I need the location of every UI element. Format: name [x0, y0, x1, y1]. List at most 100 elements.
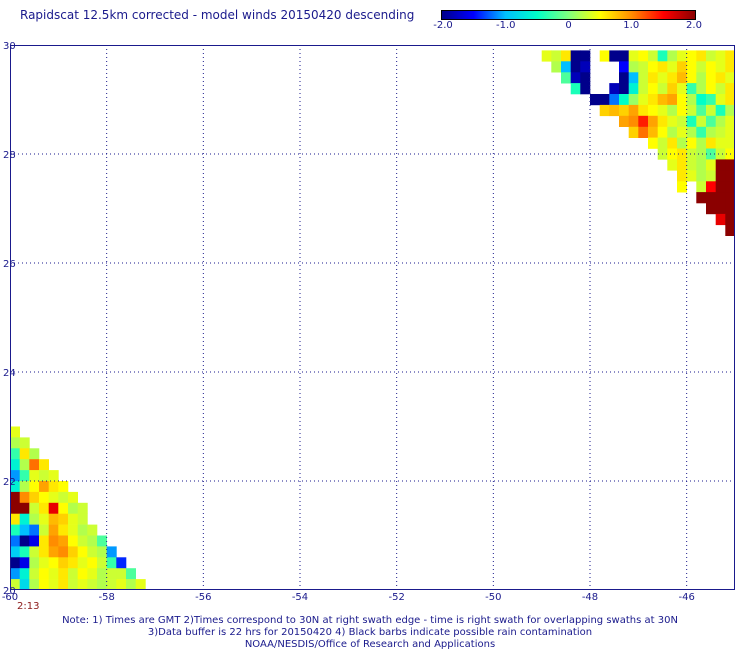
wind-cell-southwest: [106, 568, 117, 580]
wind-cell-northeast: [619, 61, 629, 73]
wind-cell-northeast: [667, 50, 678, 62]
wind-cell-northeast: [696, 159, 707, 171]
wind-cell-northeast: [725, 50, 735, 62]
wind-cell-southwest: [19, 535, 30, 547]
wind-cell-southwest: [39, 535, 49, 547]
longitude-label: -52: [388, 592, 404, 603]
latitude-label: 28: [3, 150, 16, 161]
wind-cell-northeast: [570, 72, 581, 84]
wind-cell-southwest: [58, 491, 69, 504]
wind-cell-northeast: [706, 61, 716, 73]
latitude-label: 20: [3, 586, 16, 597]
wind-cell-southwest: [10, 470, 20, 482]
wind-cell-northeast: [657, 61, 668, 73]
wind-cell-northeast: [648, 94, 658, 106]
wind-cell-northeast: [715, 104, 726, 117]
wind-cell-southwest: [29, 470, 40, 482]
wind-cell-northeast: [628, 61, 639, 73]
wind-cell-southwest: [58, 481, 69, 493]
wind-cell-northeast: [696, 104, 707, 117]
wind-cell-southwest: [10, 524, 20, 536]
wind-cell-southwest: [29, 535, 40, 547]
wind-cell-southwest: [19, 502, 30, 514]
wind-cell-northeast: [686, 115, 697, 127]
wind-cell-northeast: [657, 126, 668, 138]
wind-cell-northeast: [715, 83, 726, 95]
wind-cell-northeast: [706, 104, 716, 117]
wind-cell-northeast: [667, 72, 678, 84]
longitude-label: -54: [292, 592, 308, 603]
wind-cell-southwest: [97, 535, 107, 547]
wind-cell-northeast: [619, 104, 629, 117]
wind-cell-southwest: [39, 579, 49, 590]
wind-cell-southwest: [77, 524, 88, 536]
wind-cell-southwest: [116, 557, 127, 569]
wind-cell-northeast: [648, 61, 658, 73]
wind-cell-northeast: [599, 50, 610, 62]
wind-cell-northeast: [628, 50, 639, 62]
wind-cell-southwest: [48, 546, 59, 558]
wind-cell-southwest: [77, 568, 88, 580]
wind-cell-northeast: [580, 83, 591, 95]
map-title: Rapidscat 12.5km corrected - model winds…: [20, 8, 415, 22]
wind-cell-northeast: [706, 159, 716, 171]
wind-cell-northeast: [715, 72, 726, 84]
wind-difference-map: [10, 45, 735, 590]
wind-cell-southwest: [58, 568, 69, 580]
wind-cell-southwest: [77, 535, 88, 547]
wind-cells-layer: [10, 50, 735, 590]
wind-cell-northeast: [706, 203, 716, 215]
wind-cell-southwest: [48, 513, 59, 525]
latitude-label: 22: [3, 477, 16, 488]
wind-cell-northeast: [715, 192, 726, 204]
wind-cell-northeast: [706, 94, 716, 106]
wind-cell-northeast: [619, 94, 629, 106]
wind-cell-southwest: [126, 579, 136, 590]
wind-cell-northeast: [609, 94, 620, 106]
wind-cell-southwest: [10, 426, 20, 438]
longitude-label: -50: [485, 592, 501, 603]
wind-cell-southwest: [87, 557, 98, 569]
wind-cell-southwest: [39, 459, 49, 471]
wind-cell-northeast: [628, 126, 639, 138]
wind-cell-northeast: [696, 94, 707, 106]
wind-cell-southwest: [58, 557, 69, 569]
wind-cell-northeast: [696, 83, 707, 95]
longitude-label: -48: [582, 592, 598, 603]
wind-cell-southwest: [58, 502, 69, 514]
wind-cell-northeast: [725, 181, 735, 193]
colorbar: [441, 10, 696, 20]
wind-cell-northeast: [551, 61, 562, 73]
wind-cell-southwest: [58, 579, 69, 590]
wind-cell-northeast: [696, 181, 707, 193]
wind-cell-southwest: [68, 502, 78, 514]
wind-cell-northeast: [657, 115, 668, 127]
wind-cell-northeast: [657, 94, 668, 106]
latitude-label: 24: [3, 368, 16, 379]
wind-cell-northeast: [715, 148, 726, 160]
note-line-2: 3)Data buffer is 22 hrs for 20150420 4) …: [147, 627, 593, 638]
wind-cell-northeast: [715, 126, 726, 138]
wind-cell-southwest: [97, 546, 107, 558]
wind-cell-southwest: [29, 448, 40, 460]
wind-cell-northeast: [725, 192, 735, 204]
wind-cell-southwest: [48, 481, 59, 493]
wind-cell-northeast: [696, 72, 707, 84]
wind-cell-northeast: [541, 50, 552, 62]
wind-cell-southwest: [116, 568, 127, 580]
wind-cell-northeast: [725, 170, 735, 182]
wind-cell-northeast: [706, 50, 716, 62]
longitude-label: -56: [195, 592, 211, 603]
wind-cell-northeast: [638, 61, 649, 73]
wind-cell-southwest: [68, 524, 78, 536]
wind-cell-southwest: [77, 513, 88, 525]
footer-notes: Note: 1) Times are GMT 2)Times correspon…: [0, 615, 740, 651]
wind-cell-northeast: [580, 61, 591, 73]
wind-cell-northeast: [725, 137, 735, 149]
wind-cell-northeast: [696, 50, 707, 62]
wind-cell-southwest: [10, 459, 20, 471]
wind-cell-southwest: [68, 579, 78, 590]
wind-cell-northeast: [706, 83, 716, 95]
wind-cell-southwest: [58, 546, 69, 558]
wind-cell-southwest: [10, 502, 20, 514]
